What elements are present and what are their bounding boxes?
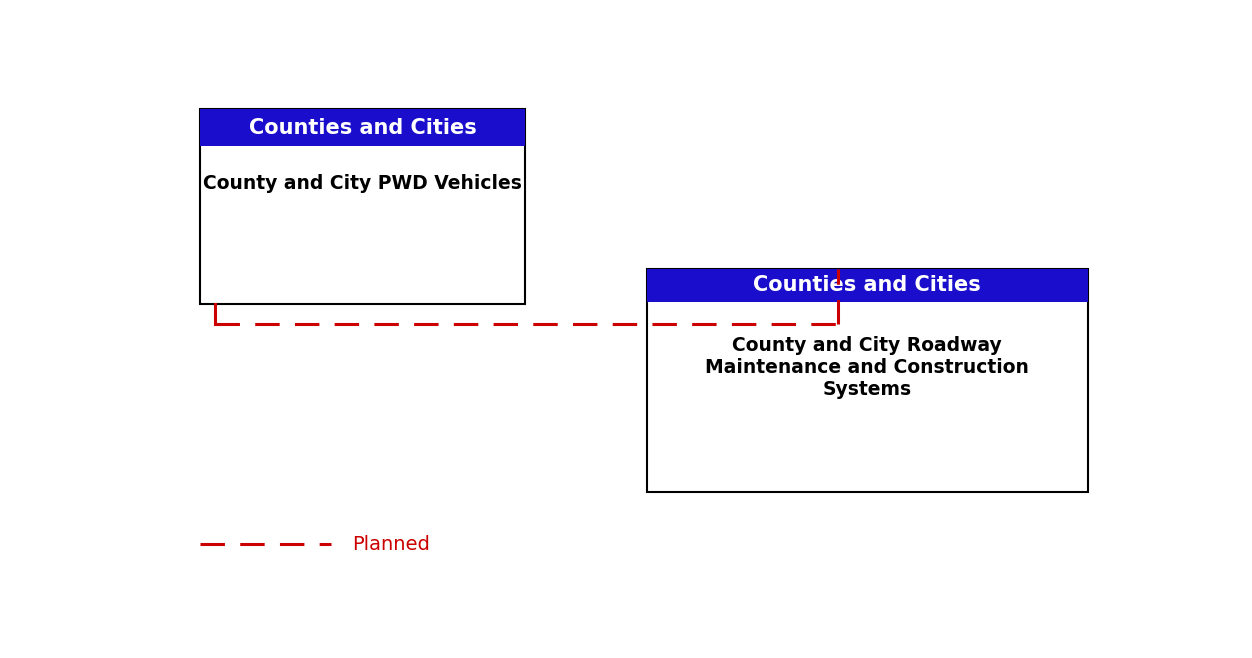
Bar — [200, 109, 525, 146]
Text: County and City Roadway
Maintenance and Construction
Systems: County and City Roadway Maintenance and … — [705, 336, 1029, 399]
Bar — [646, 269, 1088, 492]
Text: Counties and Cities: Counties and Cities — [754, 276, 982, 295]
Bar — [646, 269, 1088, 302]
Text: Counties and Cities: Counties and Cities — [249, 118, 477, 138]
Text: County and City PWD Vehicles: County and City PWD Vehicles — [203, 174, 522, 193]
Text: Planned: Planned — [353, 534, 431, 553]
Bar — [200, 109, 525, 305]
